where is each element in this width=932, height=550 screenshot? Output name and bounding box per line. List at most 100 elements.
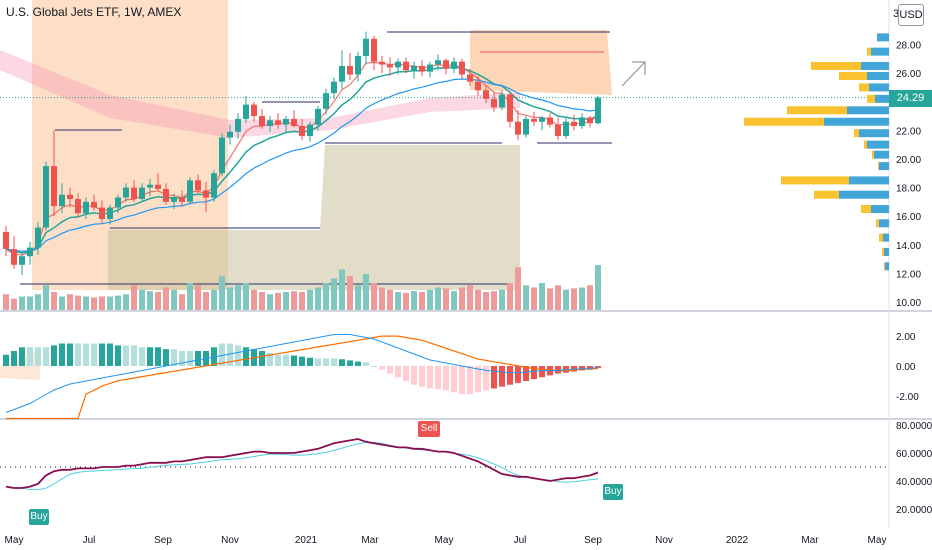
candle-body	[307, 124, 313, 137]
forecast-arrow	[621, 61, 646, 87]
volume-bar	[99, 296, 105, 310]
pink-band	[0, 50, 520, 138]
macd-histogram-bar	[219, 343, 225, 366]
candle-body	[419, 65, 425, 72]
volume-bar	[19, 296, 25, 310]
candle-body	[379, 61, 385, 65]
time-axis-tick: May	[5, 535, 24, 546]
volume-bar	[427, 289, 433, 310]
macd-histogram-bar	[147, 347, 153, 366]
candle-body	[275, 120, 281, 125]
macd-histogram-bar	[187, 351, 193, 366]
volume-bar	[131, 285, 137, 310]
candle-body	[291, 118, 297, 127]
volume-profile-bar	[814, 190, 839, 199]
candle-body	[155, 184, 161, 189]
orange-projection	[470, 30, 612, 95]
volume-bar	[507, 283, 513, 310]
macd-histogram-bar	[115, 345, 121, 366]
volume-bar	[219, 276, 225, 310]
time-axis-tick: May	[435, 535, 454, 546]
candle-body	[355, 55, 361, 75]
volume-bar	[59, 296, 65, 310]
macd-histogram-bar	[363, 362, 369, 366]
volume-bar	[107, 296, 113, 310]
volume-bar	[91, 297, 97, 310]
volume-bar	[291, 291, 297, 310]
macd-axis-tick: 2.00	[896, 332, 916, 343]
macd-histogram-bar	[315, 358, 321, 366]
volume-bar	[555, 285, 561, 310]
macd-histogram-bar	[371, 366, 377, 367]
pane-separator	[0, 418, 932, 420]
macd-histogram-bar	[403, 366, 409, 381]
time-axis-tick: Sep	[154, 535, 172, 546]
candle-body	[243, 104, 249, 119]
macd-histogram-bar	[83, 343, 89, 366]
volume-profile-bar	[781, 176, 849, 185]
candle-body	[83, 201, 89, 214]
macd-histogram-bar	[163, 349, 169, 366]
macd-histogram-bar	[507, 366, 513, 385]
forecast-arrow-head	[632, 61, 646, 75]
volume-bar	[579, 287, 585, 310]
macd-histogram-bar	[35, 347, 41, 366]
buy-signal-label: Buy	[603, 484, 623, 500]
candle-body	[107, 207, 113, 220]
volume-profile-bar	[787, 106, 847, 115]
volume-profile-bar	[882, 247, 884, 256]
volume-profile-bar	[867, 71, 889, 80]
candle-body	[411, 65, 417, 71]
volume-bar	[163, 287, 169, 310]
candle-body	[451, 61, 457, 69]
time-axis-tick: May	[868, 535, 887, 546]
macd-histogram-bar	[139, 347, 145, 366]
macd-histogram-bar	[395, 366, 401, 378]
candle-body	[163, 188, 169, 202]
volume-profile-bar	[869, 83, 889, 92]
candle-body	[235, 118, 241, 132]
volume-bar	[355, 285, 361, 310]
macd-histogram-bar	[411, 366, 417, 385]
volume-bar	[403, 292, 409, 310]
candle-body	[595, 97, 601, 124]
candle-body	[539, 117, 545, 122]
candle-body	[387, 64, 393, 68]
candle-body	[251, 104, 257, 117]
volume-bar	[147, 291, 153, 310]
macd-histogram-bar	[123, 345, 129, 366]
volume-profile-bar	[877, 33, 889, 42]
volume-bar	[491, 291, 497, 310]
currency-button[interactable]: USD	[898, 4, 924, 26]
volume-profile-bar	[867, 94, 875, 103]
macd-signal-line	[6, 335, 598, 420]
volume-bar	[251, 289, 257, 310]
candle-body	[211, 173, 217, 198]
volume-profile-bar	[883, 233, 889, 242]
volume-bar	[51, 292, 57, 310]
time-axis-tick: Jul	[514, 535, 527, 546]
volume-profile-bar	[859, 83, 869, 92]
volume-profile-bar	[839, 190, 889, 199]
macd-histogram-bar	[283, 354, 289, 366]
volume-bar	[235, 285, 241, 310]
volume-profile-bar	[861, 61, 889, 70]
candle-body	[475, 81, 481, 91]
volume-bar	[539, 283, 545, 310]
candle-body	[467, 74, 473, 82]
volume-profile-bar	[847, 106, 889, 115]
volume-bar	[243, 283, 249, 310]
volume-profile-bar	[876, 219, 879, 228]
candle-body	[131, 187, 137, 199]
candle-body	[187, 180, 193, 202]
volume-bar	[587, 285, 593, 310]
volume-bar	[83, 296, 89, 310]
macd-histogram-bar	[59, 343, 65, 366]
volume-bar	[419, 292, 425, 310]
macd-histogram-bar	[91, 343, 97, 366]
macd-histogram-bar	[195, 351, 201, 366]
macd-histogram-bar	[99, 343, 105, 366]
volume-bar	[363, 274, 369, 310]
price-axis-tick: 10.00	[896, 298, 921, 309]
macd-axis-tick: -2.00	[896, 392, 919, 403]
